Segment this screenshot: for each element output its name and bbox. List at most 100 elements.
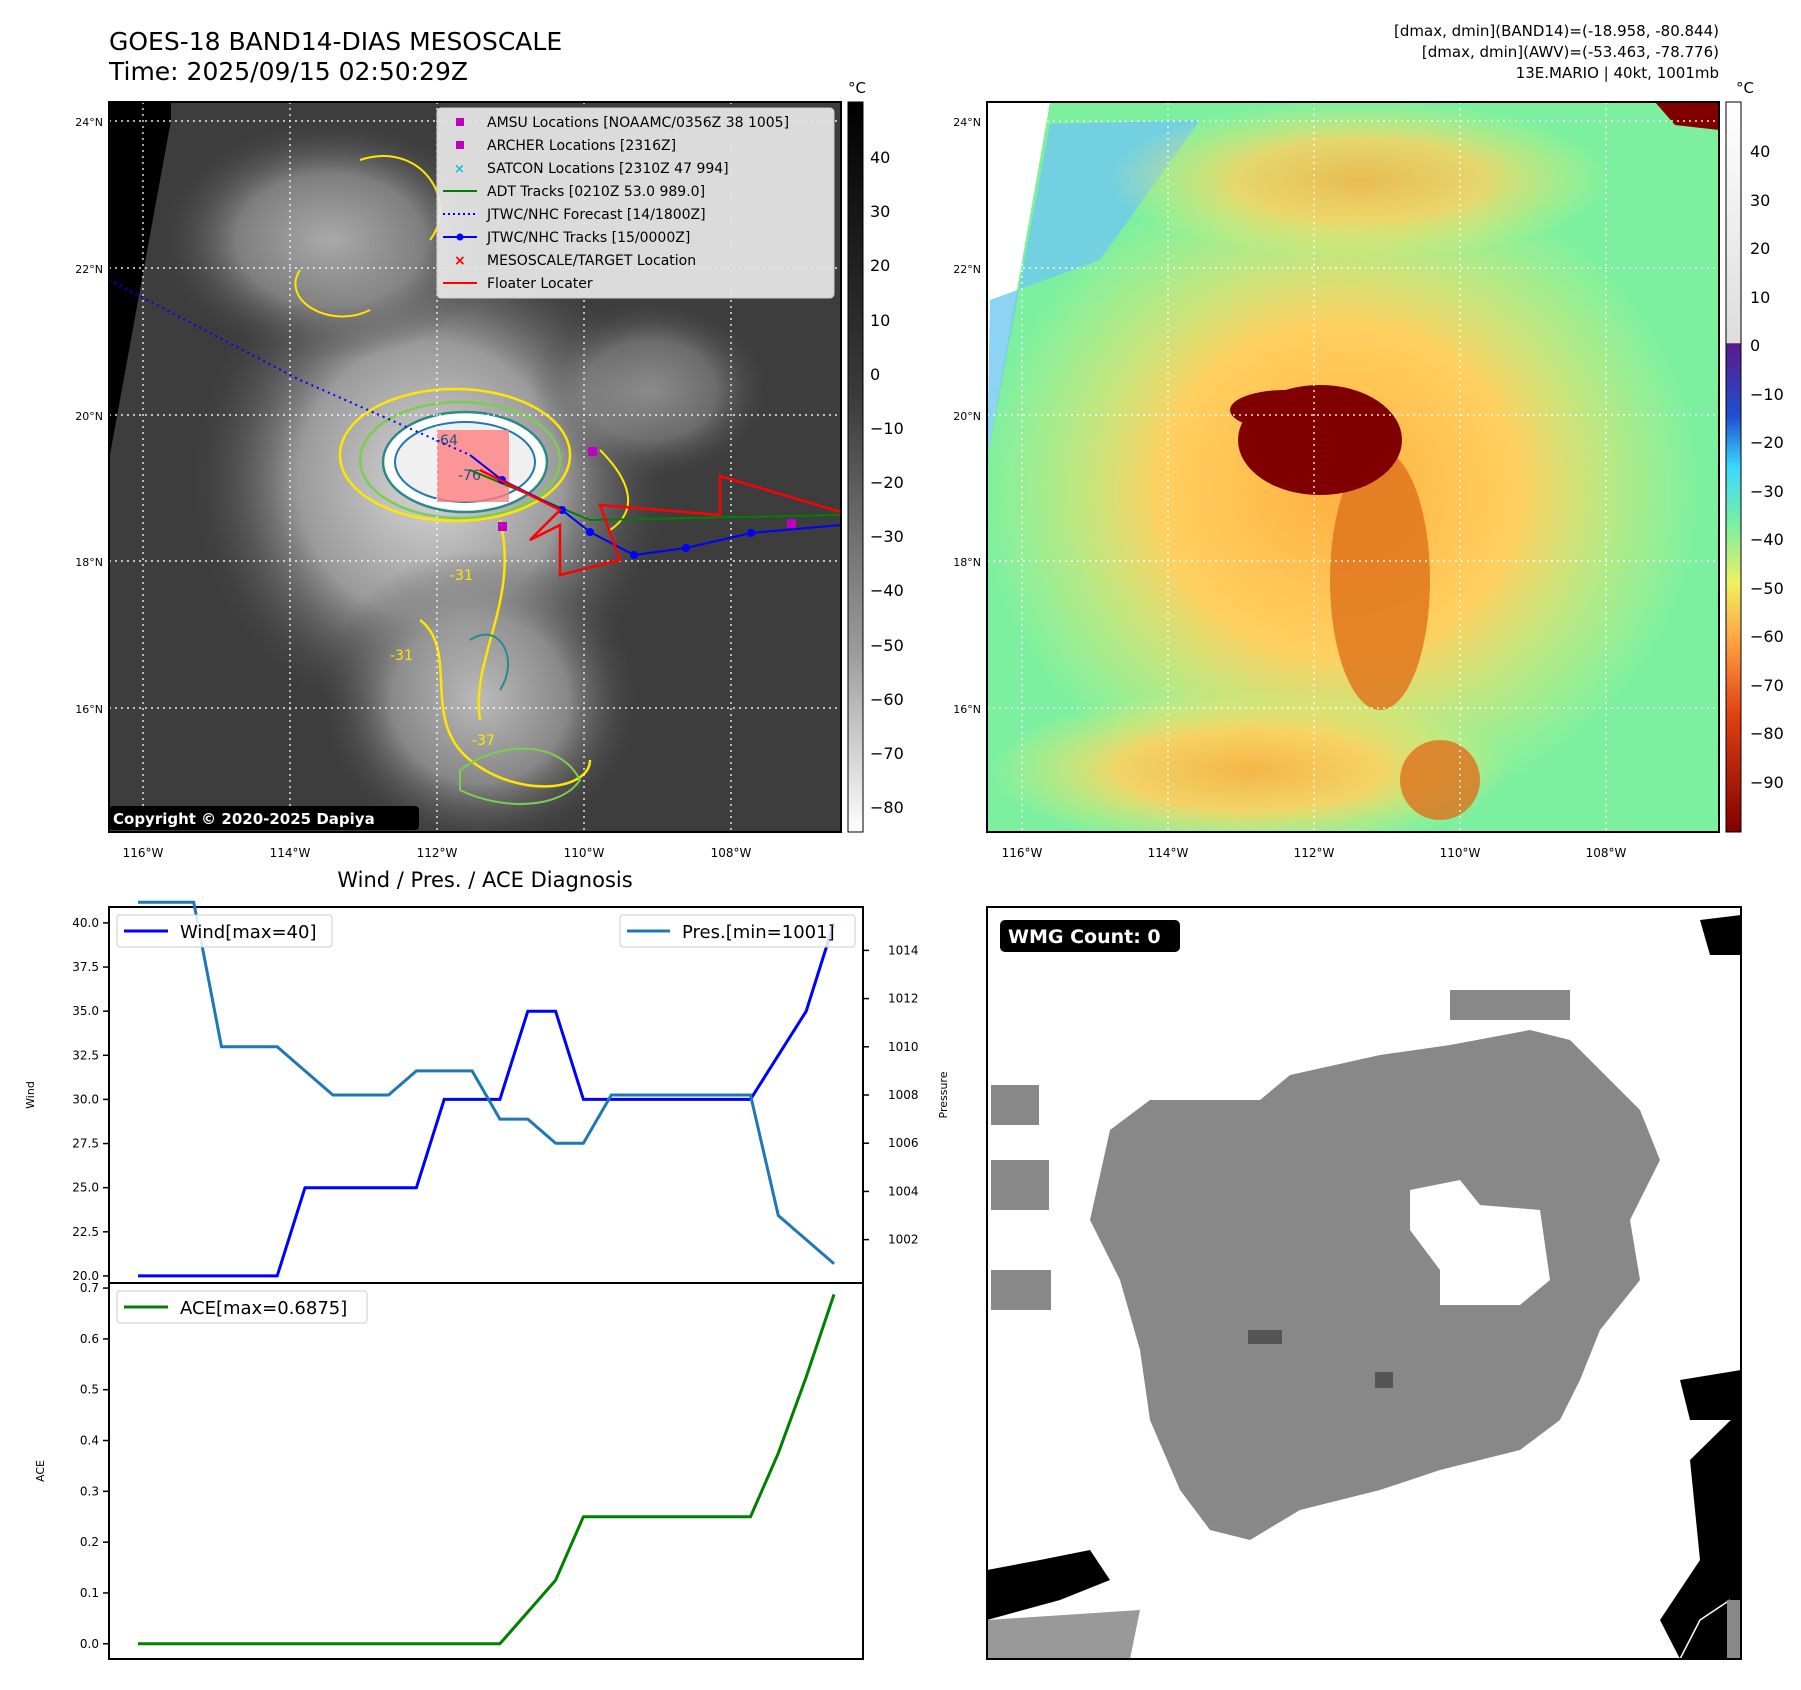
colorbar-tick: −80 <box>1750 724 1784 743</box>
pressure-legend: Pres.[min=1001] <box>619 914 856 948</box>
y-tick-label: 0.0 <box>80 1637 99 1651</box>
legend-label: Wind[max=40] <box>180 922 317 943</box>
colorbar-tick: 40 <box>1750 142 1770 161</box>
colorbar-tick: −80 <box>870 798 904 817</box>
lat-label: 16°N <box>75 703 103 716</box>
y-tick-label: 0.2 <box>80 1535 99 1549</box>
legend-label: MESOSCALE/TARGET Location <box>487 253 696 269</box>
copyright-badge <box>109 806 419 830</box>
svg-text:×: × <box>454 253 466 269</box>
ir-map-panel: -64 -76 -31 -31 -37 <box>75 79 1784 860</box>
lon-label: 112°W <box>1294 846 1335 860</box>
y-tick-label: 1014 <box>888 943 919 957</box>
y-tick-label: 0.6 <box>80 1332 99 1346</box>
contour-label: -31 <box>450 568 473 584</box>
legend-label: JTWC/NHC Forecast [14/1800Z] <box>486 207 706 223</box>
contour-label: -64 <box>435 433 458 449</box>
colorbar-unit: °C <box>848 79 866 97</box>
colorbar-tick: −50 <box>1750 579 1784 598</box>
y-tick-label: 22.5 <box>72 1225 99 1239</box>
colorbar-tick: −40 <box>870 581 904 600</box>
lat-label: 18°N <box>75 556 103 569</box>
colorbar-unit: °C <box>1736 79 1754 97</box>
y-tick-label: 1006 <box>888 1136 919 1150</box>
lat-label: 18°N <box>953 556 981 569</box>
y-tick-label: 1012 <box>888 992 919 1006</box>
ace-legend: ACE[max=0.6875] <box>116 1290 368 1324</box>
colorbar-tick: 10 <box>1750 288 1770 307</box>
lat-label: 22°N <box>75 263 103 276</box>
lat-label: 20°N <box>953 410 981 423</box>
legend-label: Floater Locater <box>487 276 593 292</box>
figure-title: GOES-18 BAND14-DIAS MESOSCALE <box>109 27 563 56</box>
band14-range-text: [dmax, dmin](BAND14)=(-18.958, -80.844) <box>1394 22 1719 40</box>
map-legend: AMSU Locations [NOAAMC/0356Z 38 1005] AR… <box>436 107 835 299</box>
pressure-axis-label: Pressure <box>937 1071 950 1118</box>
colorbar-tick: 0 <box>870 365 880 384</box>
y-tick-label: 0.4 <box>80 1434 99 1448</box>
lon-label: 116°W <box>123 846 164 860</box>
amsu-marker <box>588 447 597 456</box>
wmg-count-text: WMG Count: 0 <box>1008 926 1161 948</box>
wind-series-line <box>138 922 836 1278</box>
colorbar-tick: 20 <box>1750 239 1770 258</box>
archer-marker <box>787 519 796 528</box>
lat-label: 24°N <box>75 116 103 129</box>
colorbar-tick: 30 <box>1750 191 1770 210</box>
legend-label: AMSU Locations [NOAAMC/0356Z 38 1005] <box>487 115 789 131</box>
adt-track <box>469 469 841 522</box>
y-tick-label: 1008 <box>888 1088 919 1102</box>
y-tick-label: 20.0 <box>72 1269 99 1283</box>
copyright-text: Copyright © 2020-2025 Dapiya <box>113 810 375 828</box>
y-tick-label: 27.5 <box>72 1137 99 1151</box>
colorbar-tick: −70 <box>870 744 904 763</box>
contour-label: -31 <box>390 648 413 664</box>
wind-axis-label: Wind <box>24 1081 37 1109</box>
y-tick-label: 35.0 <box>72 1004 99 1018</box>
mesoscale-target-box <box>437 430 509 502</box>
archer-marker <box>498 522 507 531</box>
y-tick-label: 0.3 <box>80 1484 99 1498</box>
contour-label: -37 <box>472 733 495 749</box>
lat-label: 22°N <box>953 263 981 276</box>
floater-locater-track <box>479 468 841 577</box>
lon-label: 114°W <box>1148 846 1189 860</box>
figure-time: Time: 2025/09/15 02:50:29Z <box>109 57 468 86</box>
colorbar-tick: −90 <box>1750 773 1784 792</box>
wmg-count-badge <box>1000 920 1180 952</box>
legend-label: ADT Tracks [0210Z 53.0 989.0] <box>487 184 705 200</box>
legend-label: ARCHER Locations [2316Z] <box>487 138 676 154</box>
colorbar-tick: −50 <box>870 636 904 655</box>
ace-axis-label: ACE <box>34 1460 47 1482</box>
y-tick-label: 0.7 <box>80 1281 99 1295</box>
y-tick-label: 30.0 <box>72 1092 99 1106</box>
lon-label: 108°W <box>1586 846 1627 860</box>
colorbar-tick: 20 <box>870 256 890 275</box>
lon-label: 112°W <box>417 846 458 860</box>
y-tick-label: 1002 <box>888 1233 919 1247</box>
awv-map-panel <box>987 102 1719 832</box>
y-tick-label: 0.5 <box>80 1383 99 1397</box>
lon-label: 110°W <box>564 846 605 860</box>
wind-legend: Wind[max=40] <box>116 914 333 948</box>
y-tick-label: 1004 <box>888 1184 919 1198</box>
colorbar-tick: −20 <box>870 473 904 492</box>
legend-label: ACE[max=0.6875] <box>180 1298 347 1319</box>
ace-axes <box>108 1282 864 1660</box>
lon-label: 108°W <box>711 846 752 860</box>
lon-label: 114°W <box>270 846 311 860</box>
y-tick-label: 37.5 <box>72 960 99 974</box>
colorbar-tick: −30 <box>870 527 904 546</box>
colorbar-tick: −60 <box>1750 627 1784 646</box>
colorbar-tick: −30 <box>1750 482 1784 501</box>
storm-info-text: 13E.MARIO | 40kt, 1001mb <box>1515 64 1719 82</box>
legend-label: JTWC/NHC Tracks [15/0000Z] <box>486 230 690 246</box>
chart-title: Wind / Pres. / ACE Diagnosis <box>337 868 632 892</box>
y-tick-label: 25.0 <box>72 1181 99 1195</box>
colorbar-tick: 40 <box>870 148 890 167</box>
lat-label: 16°N <box>953 703 981 716</box>
colorbar-tick: −40 <box>1750 530 1784 549</box>
colorbar-tick: −10 <box>870 419 904 438</box>
svg-text:×: × <box>454 162 465 177</box>
diagnosis-chart: Wind / Pres. / ACE Diagnosis 20.0 22.5 25.… <box>24 868 950 1660</box>
